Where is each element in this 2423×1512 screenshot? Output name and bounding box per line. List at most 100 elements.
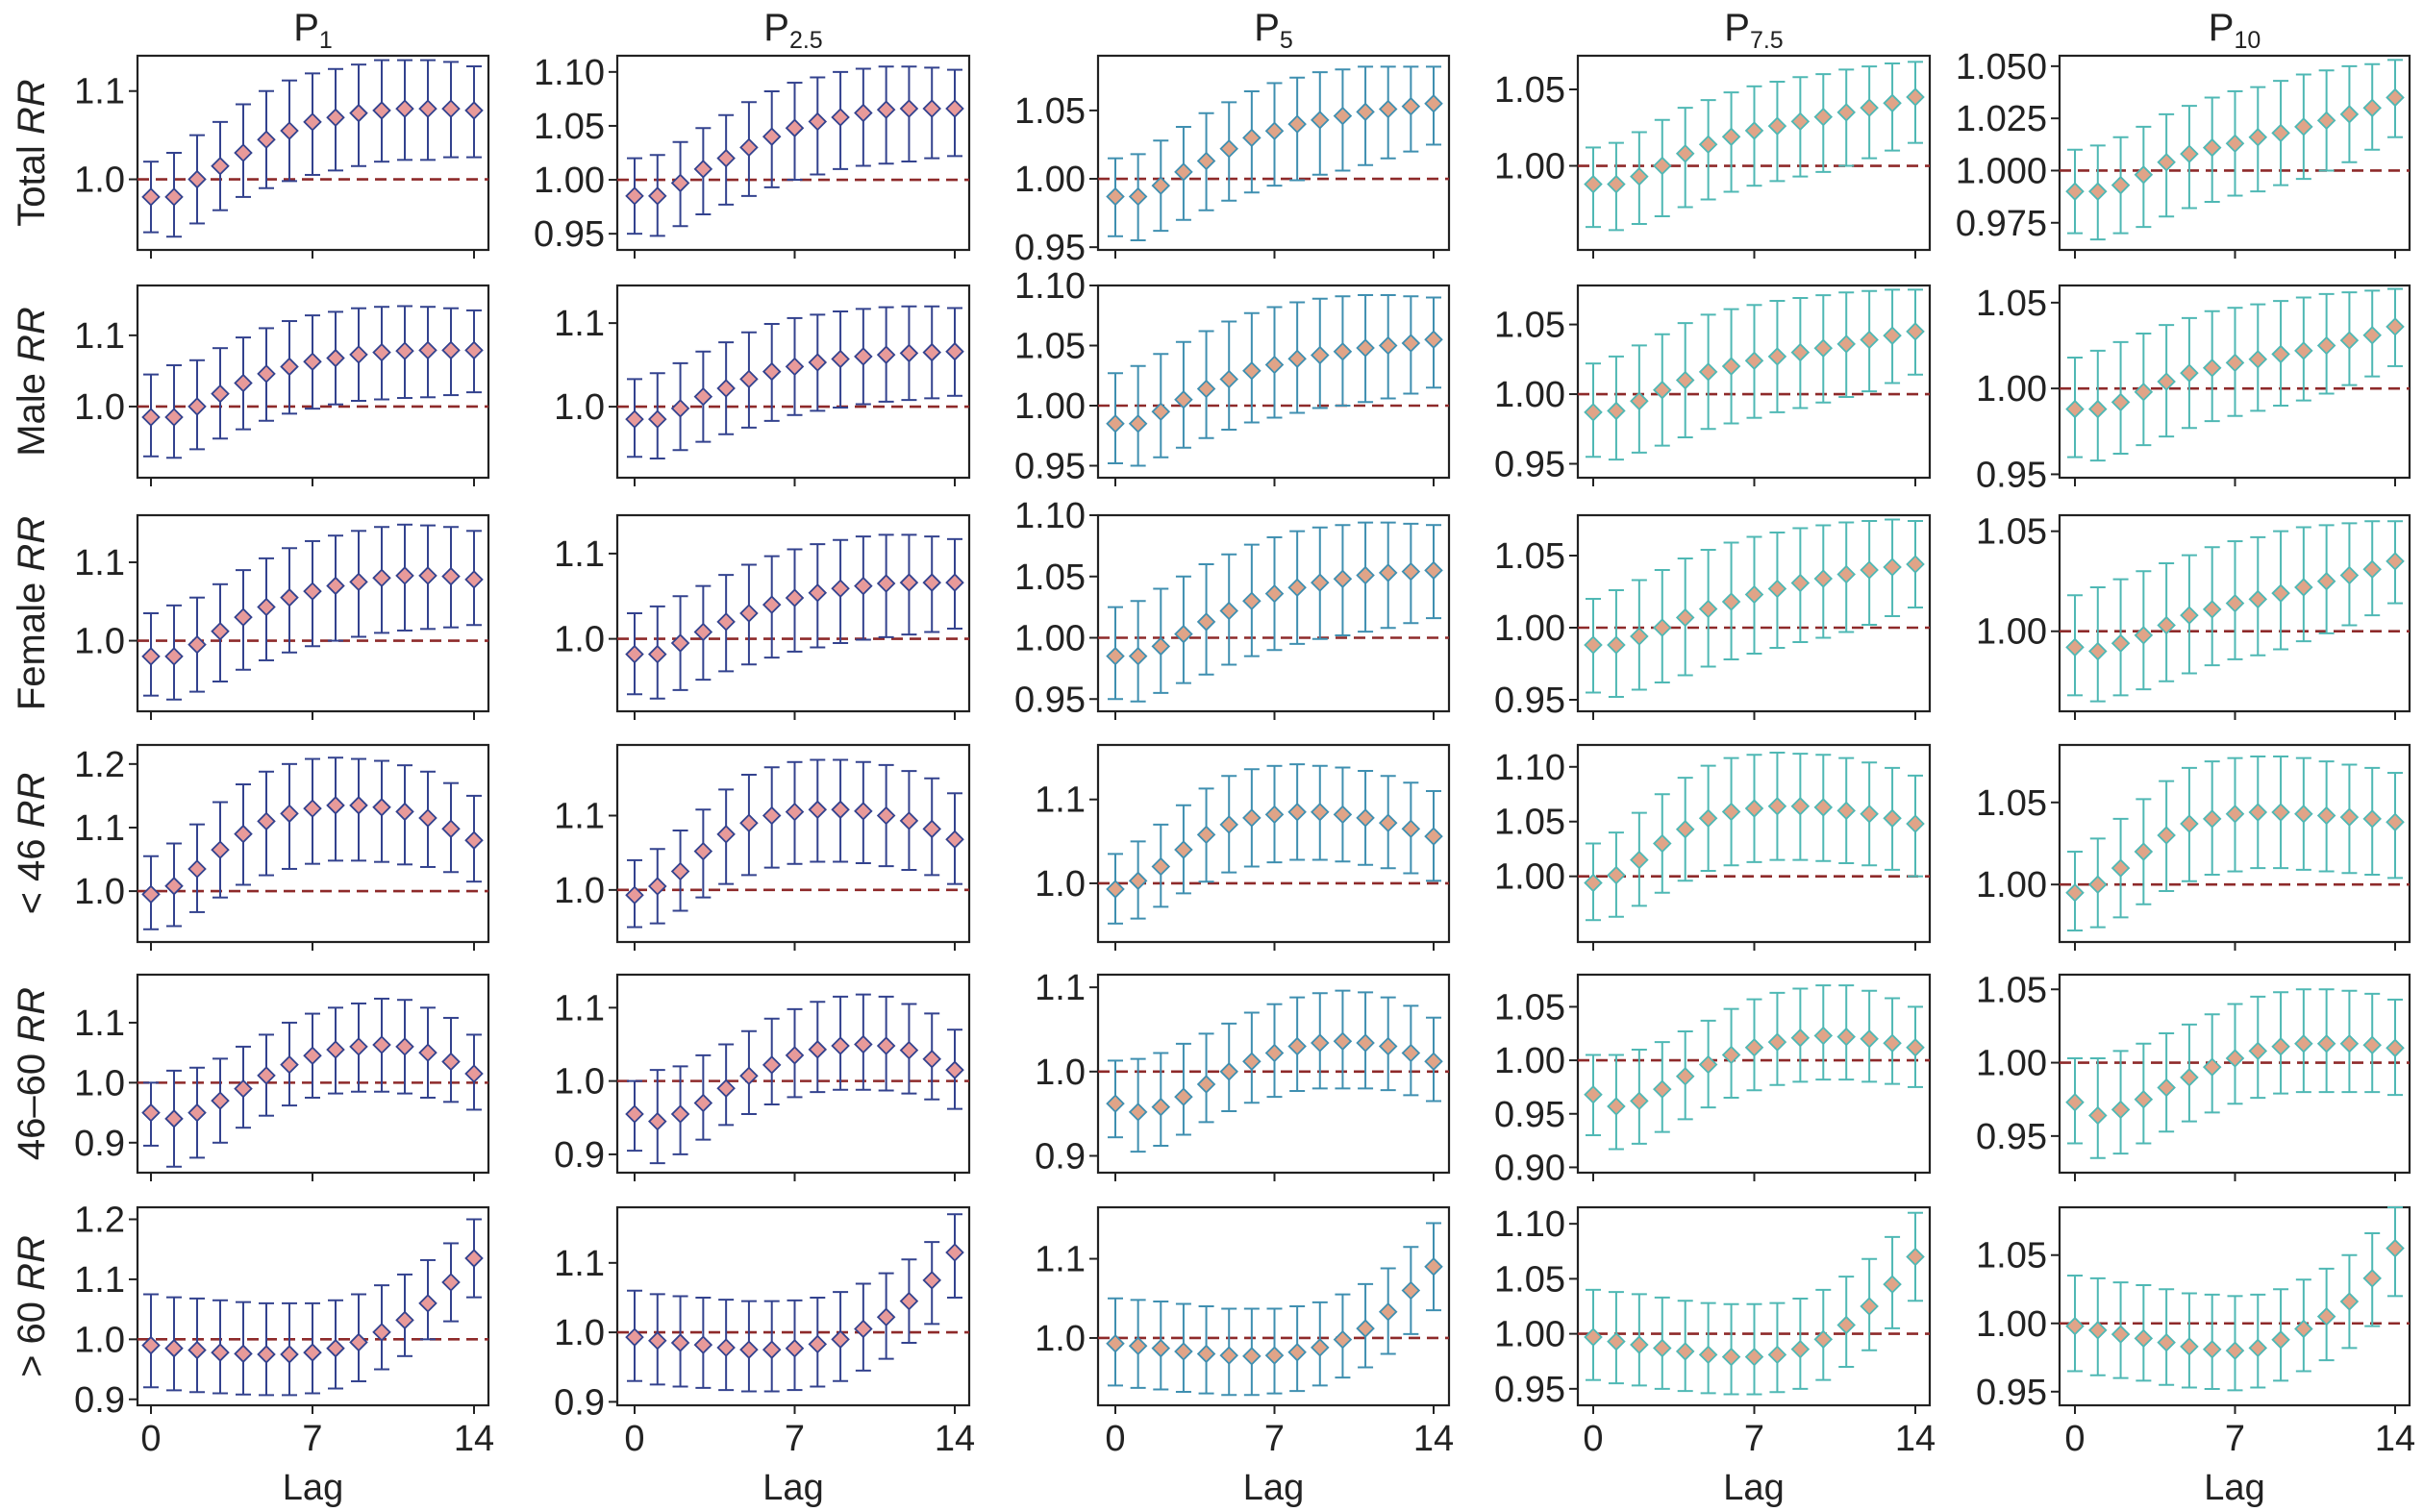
point-estimate-marker: [625, 1327, 644, 1347]
point-estimate-marker: [716, 148, 736, 168]
point-estimate-marker: [2225, 593, 2245, 613]
point-estimate-marker: [1584, 635, 1603, 655]
column-title-base: P: [293, 7, 319, 49]
point-estimate-marker: [1790, 573, 1811, 593]
point-estimate-marker: [899, 811, 919, 830]
point-estimate-marker: [1860, 98, 1879, 117]
point-estimate-marker: [1401, 819, 1421, 839]
panel-r3-c1: 1.0 1.1: [554, 743, 971, 951]
panel-frame: [615, 54, 971, 252]
point-estimate-marker: [2180, 606, 2199, 625]
point-estimate-marker: [141, 647, 161, 666]
point-estimate-marker: [441, 566, 461, 586]
point-estimate-marker: [1106, 646, 1125, 666]
x-axis-title: Lag: [283, 1468, 343, 1508]
point-estimate-marker: [280, 587, 299, 607]
point-estimate-marker: [670, 1104, 690, 1124]
point-estimate-marker: [922, 819, 941, 839]
point-estimate-marker: [280, 1345, 299, 1364]
y-tick-label: 0.9: [554, 1135, 605, 1176]
point-estimate-marker: [945, 1243, 964, 1262]
point-estimate-marker: [303, 582, 322, 601]
point-estimate-marker: [1813, 569, 1834, 588]
point-estimate-marker: [418, 99, 437, 118]
point-estimate-marker: [1836, 103, 1856, 122]
y-tick-label: 0.975: [1956, 204, 2047, 244]
panel-frame: [615, 1205, 971, 1407]
point-estimate-marker: [1653, 380, 1672, 400]
x-tick-label: 0: [1583, 1419, 1603, 1459]
point-estimate-marker: [2202, 1339, 2222, 1359]
point-estimate-marker: [349, 1037, 368, 1056]
point-estimate-marker: [693, 622, 713, 642]
point-estimate-marker: [2180, 814, 2199, 833]
point-estimate-marker: [1401, 334, 1421, 353]
point-estimate-marker: [464, 830, 484, 850]
panel-r5-c1: 0.9 1.0 1.1 0 7 14 Lag: [554, 1205, 975, 1508]
point-estimate-marker: [441, 99, 461, 118]
panel-r3-c4: 1.00 1.05: [1976, 743, 2411, 951]
point-estimate-marker: [2065, 882, 2085, 903]
y-tick-label: 1.00: [1976, 1044, 2047, 1084]
point-estimate-marker: [441, 340, 461, 360]
point-estimate-marker: [303, 1343, 322, 1362]
y-tick-label: 1.00: [1494, 1315, 1565, 1355]
column-title-subscript: 7.5: [1750, 27, 1784, 54]
point-estimate-marker: [234, 1078, 253, 1099]
point-estimate-marker: [1242, 1052, 1261, 1072]
point-estimate-marker: [372, 1323, 391, 1342]
row-label-2: Female RR: [11, 516, 53, 710]
point-estimate-marker: [326, 1338, 345, 1358]
point-estimate-marker: [785, 1046, 805, 1065]
point-estimate-marker: [2294, 341, 2313, 360]
row-label-3: < 46 RR: [11, 773, 53, 915]
point-estimate-marker: [625, 885, 644, 905]
x-tick-label: 7: [302, 1419, 322, 1459]
point-estimate-marker: [854, 802, 873, 821]
panel-r4-c1: 0.9 1.0 1.1: [554, 973, 971, 1181]
point-estimate-marker: [1813, 107, 1834, 127]
point-estimate-marker: [257, 364, 276, 384]
point-estimate-marker: [1196, 1075, 1216, 1094]
point-estimate-marker: [164, 877, 184, 896]
y-tick-label: 1.0: [74, 1063, 125, 1103]
point-estimate-marker: [831, 108, 850, 127]
point-estimate-marker: [395, 341, 414, 360]
point-estimate-marker: [1721, 592, 1741, 611]
point-estimate-marker: [2271, 583, 2290, 603]
point-estimate-marker: [876, 345, 896, 364]
point-estimate-marker: [2202, 600, 2222, 619]
point-estimate-marker: [1607, 865, 1626, 885]
point-estimate-marker: [876, 100, 896, 119]
point-estimate-marker: [372, 798, 391, 817]
y-tick-label: 1.10: [1014, 266, 1086, 307]
point-estimate-marker: [762, 806, 782, 826]
point-estimate-marker: [211, 156, 230, 176]
y-tick-label: 1.2: [74, 745, 125, 785]
point-estimate-marker: [2386, 87, 2405, 108]
point-estimate-marker: [1106, 880, 1125, 899]
y-tick-label: 1.1: [74, 1260, 125, 1301]
y-tick-label: 1.05: [1976, 512, 2047, 553]
point-estimate-marker: [1311, 803, 1330, 822]
point-estimate-marker: [1653, 156, 1672, 176]
point-estimate-marker: [1356, 102, 1375, 122]
panel-r5-c3: 0.95 1.00 1.05 1.10 0 7 14 Lag: [1494, 1204, 1936, 1508]
point-estimate-marker: [2248, 1041, 2268, 1061]
y-tick-label: 0.9: [74, 1380, 125, 1421]
y-tick-label: 1.1: [554, 304, 605, 344]
point-estimate-marker: [1721, 127, 1741, 147]
point-estimate-marker: [1311, 111, 1330, 130]
point-estimate-marker: [2362, 809, 2382, 829]
point-estimate-marker: [762, 1055, 782, 1075]
x-tick-label: 14: [1895, 1419, 1936, 1459]
y-tick-label: 1.00: [1976, 369, 2047, 409]
point-estimate-marker: [648, 1331, 667, 1351]
point-estimate-marker: [1630, 166, 1649, 186]
point-estimate-marker: [1584, 1084, 1603, 1104]
point-estimate-marker: [1333, 569, 1353, 589]
point-estimate-marker: [1790, 1028, 1811, 1048]
point-estimate-marker: [762, 127, 782, 146]
point-estimate-marker: [464, 1249, 484, 1268]
y-tick-label: 1.05: [1976, 783, 2047, 824]
